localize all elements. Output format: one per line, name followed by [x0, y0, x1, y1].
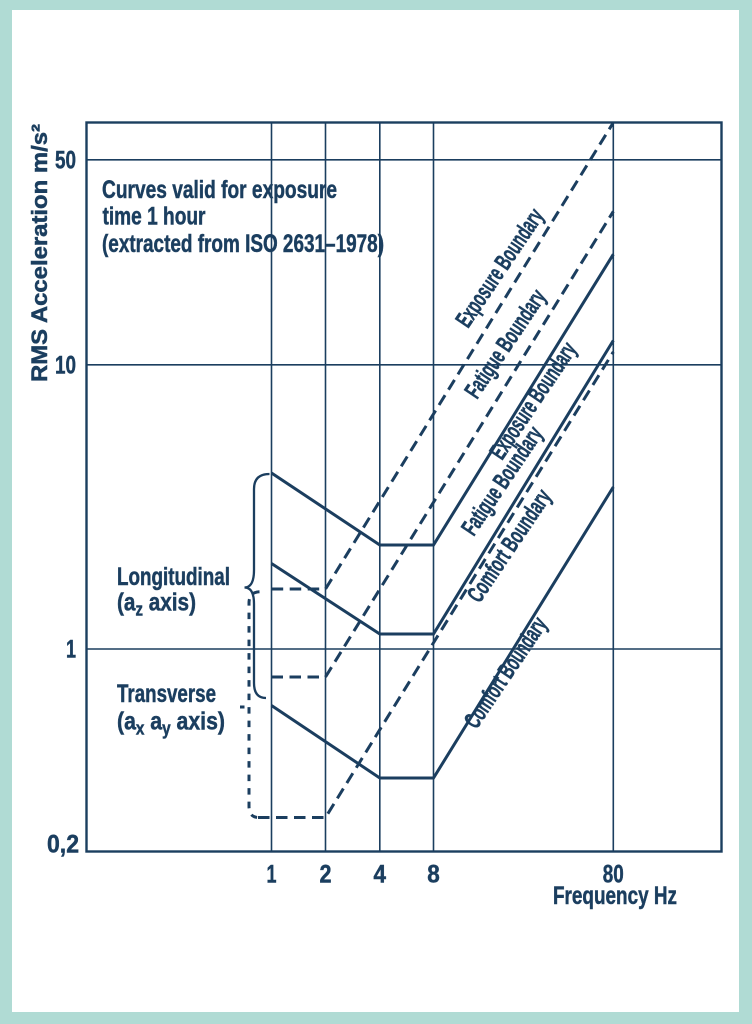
- svg-text:50: 50: [55, 146, 76, 174]
- svg-text:Transverse: Transverse: [117, 680, 216, 708]
- svg-text:0,2: 0,2: [47, 831, 79, 859]
- svg-text:Curves valid for exposure: Curves valid for exposure: [102, 176, 337, 204]
- svg-text:1: 1: [267, 861, 277, 889]
- svg-text:2: 2: [320, 861, 332, 889]
- svg-text:4: 4: [374, 861, 387, 889]
- svg-text:Longitudinal: Longitudinal: [117, 563, 230, 591]
- svg-text:8: 8: [427, 861, 440, 889]
- svg-text:time 1 hour: time 1 hour: [103, 203, 206, 231]
- svg-text:1: 1: [66, 636, 76, 664]
- svg-text:(extracted from ISO 2631–1978): (extracted from ISO 2631–1978): [102, 230, 384, 258]
- svg-text:RMS Acceleration m/s²: RMS Acceleration m/s²: [27, 124, 52, 382]
- svg-text:Frequency Hz: Frequency Hz: [553, 882, 677, 910]
- svg-text:10: 10: [55, 351, 76, 379]
- svg-text:(az axis): (az axis): [117, 589, 196, 620]
- svg-text:(ax ay axis): (ax ay axis): [117, 707, 225, 738]
- svg-text:80: 80: [603, 861, 624, 889]
